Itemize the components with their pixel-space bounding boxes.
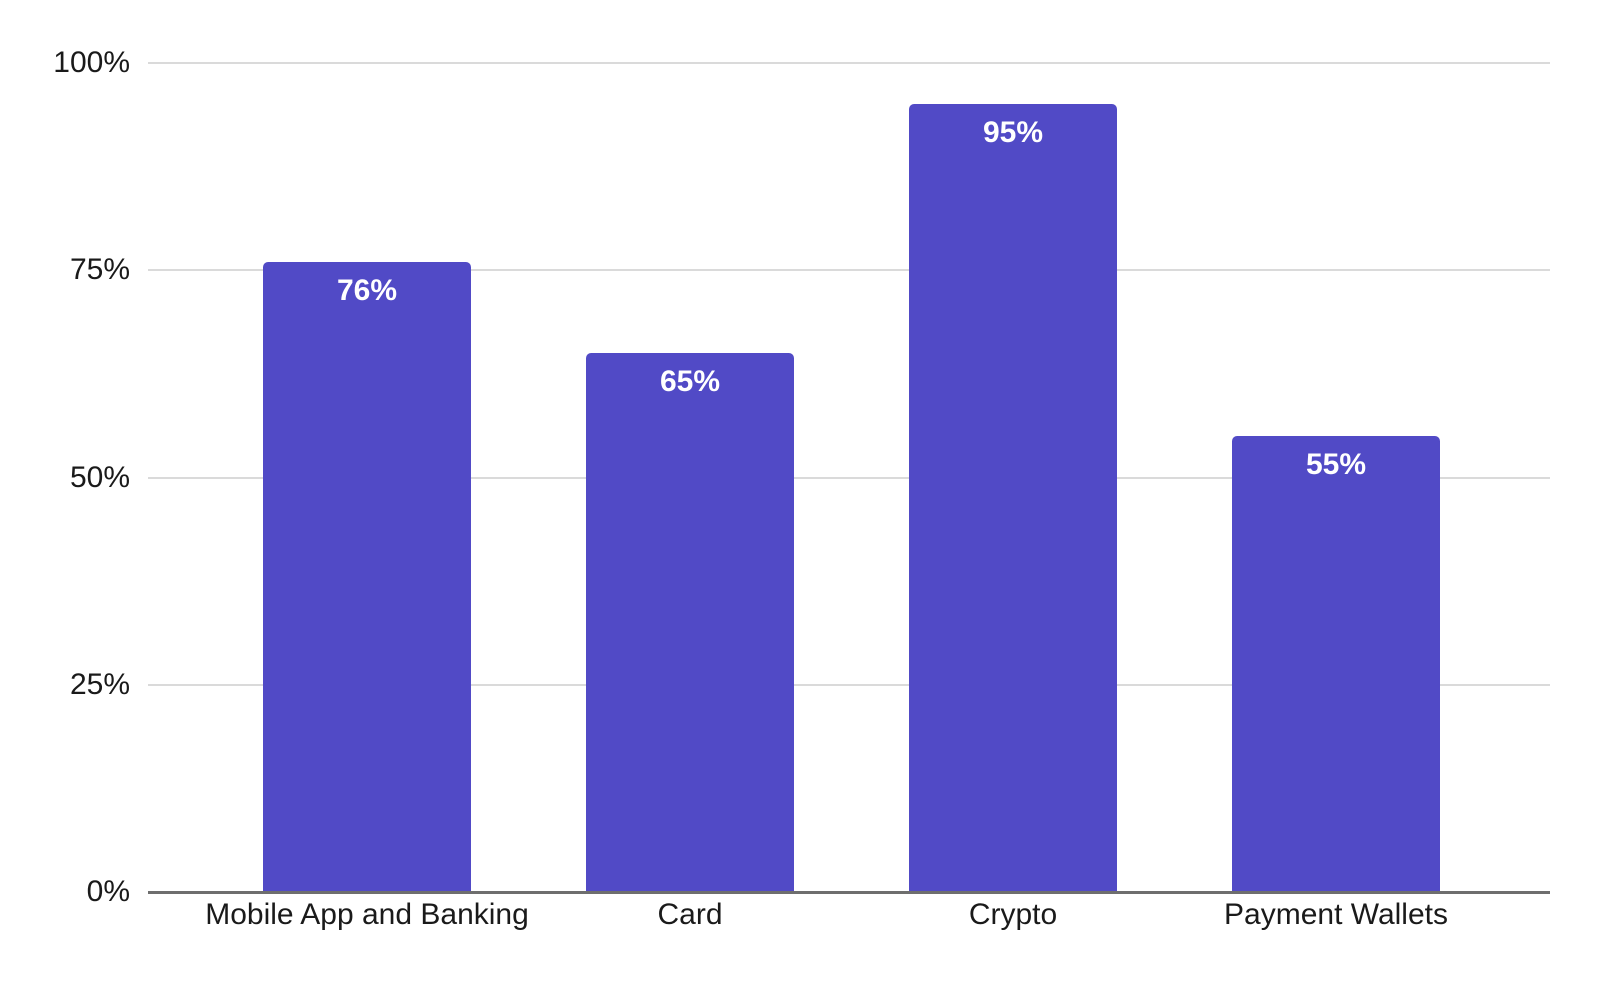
x-axis-line bbox=[148, 891, 1550, 894]
y-axis-tick-label: 50% bbox=[69, 460, 130, 494]
plot-area: 100% 75% 50% 25% 0% 76% 65% 95% bbox=[53, 46, 1550, 908]
x-axis-category-slot: Mobile App and Banking bbox=[205, 898, 529, 932]
gridline bbox=[148, 269, 1550, 272]
x-axis-category-label: Crypto bbox=[968, 898, 1058, 931]
y-axis-tick-label: 75% bbox=[69, 253, 130, 287]
bar-crypto: 95% bbox=[909, 104, 1117, 892]
bar-value-label: 95% bbox=[982, 116, 1044, 150]
x-axis-category-slot: Payment Wallets bbox=[1224, 898, 1448, 932]
y-axis-tick-label: 25% bbox=[69, 667, 130, 701]
bar-mobile-app-and-banking: 76% bbox=[263, 261, 471, 892]
y-axis-tick-label: 0% bbox=[86, 875, 130, 908]
x-axis-category-slot: Crypto bbox=[909, 898, 1117, 932]
y-axis-tick-label: 100% bbox=[53, 46, 130, 79]
x-axis-category-slot: Card bbox=[586, 898, 794, 932]
bar-payment-wallets: 55% bbox=[1232, 436, 1440, 892]
bar-value-label: 55% bbox=[1305, 448, 1367, 482]
bar-value-label: 76% bbox=[336, 273, 398, 307]
bars-group: 76% 65% 95% 55% bbox=[148, 63, 1550, 892]
bar-value-label: 65% bbox=[659, 365, 721, 399]
gridline bbox=[148, 62, 1550, 64]
gridline bbox=[148, 683, 1550, 686]
x-axis-category-label: Mobile App and Banking bbox=[205, 898, 529, 931]
x-axis-category-label: Card bbox=[657, 898, 723, 931]
bar-card: 65% bbox=[586, 353, 794, 892]
x-axis-labels: Mobile App and Banking Card Crypto Payme… bbox=[148, 898, 1550, 932]
gridline bbox=[148, 476, 1550, 479]
x-axis-category-label: Payment Wallets bbox=[1224, 898, 1448, 931]
